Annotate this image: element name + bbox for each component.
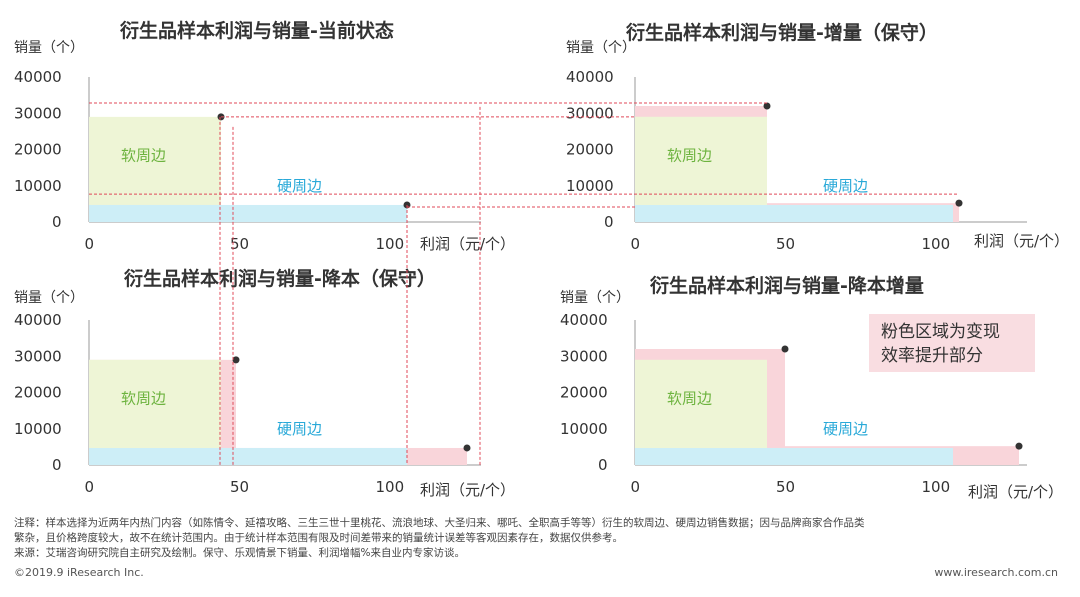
hard-area: [89, 447, 407, 465]
note-line-1: 注释：样本选择为近两年内热门内容（如陈情令、延禧攻略、三生三世十里桃花、流浪地球…: [14, 517, 865, 529]
y-tick-label: 10000: [566, 177, 614, 195]
hard-data-point: [955, 199, 963, 207]
website: www.iresearch.com.cn: [934, 566, 1058, 579]
y-tick-label: 10000: [14, 420, 62, 438]
y-tick-label: 0: [52, 213, 62, 231]
x-tick-label: 0: [631, 478, 641, 496]
y-tick-label: 40000: [560, 311, 608, 329]
y-tick-label: 10000: [560, 420, 608, 438]
y-tick-label: 20000: [560, 384, 608, 402]
x-tick-label: 0: [85, 478, 95, 496]
soft-area-label: 软周边: [121, 146, 166, 164]
y-tick-label: 30000: [14, 104, 62, 122]
soft-data-point: [763, 102, 771, 110]
x-axis-label: 利润（元/个）: [420, 481, 515, 499]
y-tick-label: 30000: [566, 104, 614, 122]
hard-area-label: 硬周边: [823, 420, 868, 438]
pink-area-callout: 粉色区域为变现 效率提升部分: [869, 314, 1035, 372]
note-line-2: 繁杂，且价格跨度较大，故不在统计范围内。由于统计样本范围有限及时间差带来的销量统…: [14, 532, 623, 544]
x-tick-label: 0: [85, 235, 95, 253]
x-tick-label: 100: [376, 478, 405, 496]
y-tick-label: 0: [52, 456, 62, 474]
hard-area: [89, 204, 407, 222]
x-tick-label: 50: [776, 235, 795, 253]
hard-data-point: [1015, 442, 1023, 450]
x-axis-label: 利润（元/个）: [968, 483, 1063, 501]
hard-area-label: 硬周边: [277, 420, 322, 438]
soft-area-label: 软周边: [667, 389, 712, 407]
y-tick-label: 0: [598, 456, 608, 474]
y-tick-label: 40000: [14, 311, 62, 329]
x-tick-label: 100: [922, 478, 951, 496]
x-tick-label: 100: [376, 235, 405, 253]
y-tick-label: 40000: [566, 68, 614, 86]
soft-area-top: [635, 116, 767, 205]
y-tick-label: 40000: [14, 68, 62, 86]
chart-title-current: 衍生品样本利润与销量-当前状态: [120, 20, 394, 42]
x-axis-label: 利润（元/个）: [974, 232, 1069, 250]
x-tick-label: 100: [922, 235, 951, 253]
x-tick-label: 0: [631, 235, 641, 253]
soft-data-point: [781, 345, 789, 353]
chart-title-cost-cut: 衍生品样本利润与销量-降本（保守）: [124, 268, 436, 290]
y-axis-label: 销量（个）: [566, 40, 636, 56]
y-tick-label: 20000: [14, 384, 62, 402]
soft-data-point: [232, 356, 240, 364]
soft-area-label: 软周边: [667, 146, 712, 164]
hard-data-point: [463, 444, 471, 452]
callout-line-2: 效率提升部分: [881, 346, 983, 366]
hard-area-label: 硬周边: [823, 177, 868, 195]
y-tick-label: 20000: [566, 141, 614, 159]
y-tick-label: 30000: [560, 347, 608, 365]
y-tick-label: 20000: [14, 141, 62, 159]
y-axis-label: 销量（个）: [14, 290, 84, 306]
hard-area: [635, 204, 953, 222]
hard-area-label: 硬周边: [277, 177, 322, 195]
hard-area: [635, 447, 953, 465]
copyright: ©2019.9 iResearch Inc.: [14, 566, 144, 579]
note-line-3: 来源：艾瑞咨询研究院自主研究及绘制。保守、乐观情景下销量、利润增幅%来自业内专家…: [14, 547, 465, 559]
callout-line-1: 粉色区域为变现: [881, 322, 1000, 342]
x-tick-label: 50: [776, 478, 795, 496]
x-axis-label: 利润（元/个）: [420, 235, 515, 253]
x-tick-label: 50: [230, 478, 249, 496]
chart-title-increase: 衍生品样本利润与销量-增量（保守）: [626, 22, 938, 44]
y-axis-label: 销量（个）: [560, 290, 630, 306]
y-axis-label: 销量（个）: [14, 40, 84, 56]
soft-area-label: 软周边: [121, 389, 166, 407]
y-tick-label: 0: [604, 213, 614, 231]
soft-area-top: [635, 359, 767, 448]
y-tick-label: 10000: [14, 177, 62, 195]
soft-area: [89, 116, 221, 222]
x-tick-label: 50: [230, 235, 249, 253]
soft-area-top: [89, 359, 221, 448]
chart-title-cost-cut-increase: 衍生品样本利润与销量-降本增量: [650, 275, 924, 297]
y-tick-label: 30000: [14, 347, 62, 365]
